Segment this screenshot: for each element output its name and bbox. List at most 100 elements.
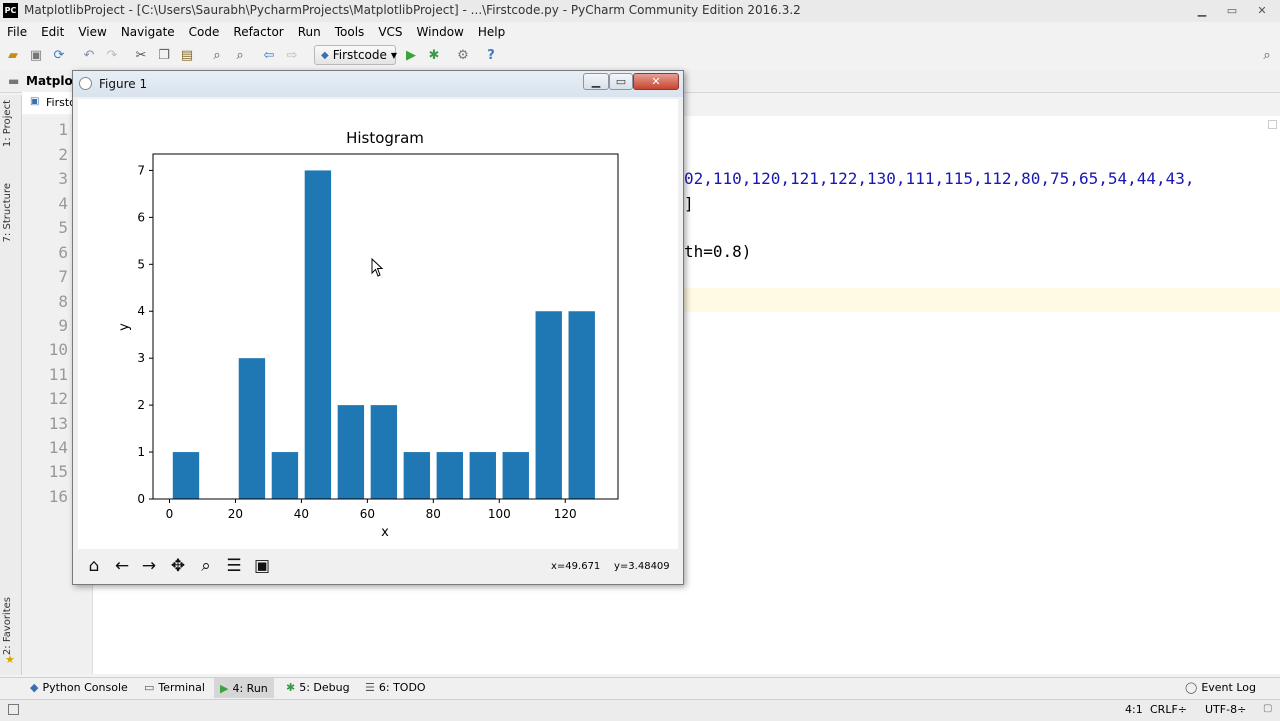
python-console-tab[interactable]: ◆ Python Console <box>30 681 128 694</box>
histogram-bar <box>304 170 332 499</box>
menu-navigate[interactable]: Navigate <box>120 25 175 39</box>
menu-window[interactable]: Window <box>416 25 464 39</box>
back-nav-icon[interactable]: ⇦ <box>263 47 275 63</box>
histogram-bar <box>403 452 431 499</box>
replace-icon[interactable]: ⌕ <box>236 47 244 63</box>
run-icon[interactable]: ▶ <box>406 47 416 63</box>
histogram-bar <box>172 452 200 499</box>
python-file-icon: ▣ <box>30 96 40 107</box>
paste-icon[interactable]: ▤ <box>180 47 194 63</box>
left-tool-strip: 1: Project 7: Structure 2: Favorites ★ <box>0 95 22 675</box>
save-icon[interactable]: ▣ <box>253 556 271 576</box>
figure-window[interactable]: Figure 1 ▁ ▭ ✕ Histogram 0 1 2 3 4 5 6 7 0 20 40 6… <box>72 70 684 585</box>
event-log-tab[interactable]: ◯ Event Log <box>1185 681 1256 694</box>
tool-windows-icon[interactable] <box>8 704 19 715</box>
y-tick-label: 2 <box>137 398 145 412</box>
figure-title-bar[interactable]: Figure 1 ▁ ▭ ✕ <box>73 71 683 97</box>
line-number: 8 <box>58 292 68 311</box>
line-number: 11 <box>48 365 68 384</box>
line-number: 3 <box>58 169 68 188</box>
inspection-indicator[interactable] <box>1268 120 1277 129</box>
x-tick-label: 80 <box>426 507 441 521</box>
lock-icon[interactable]: ▢ <box>1263 703 1273 714</box>
x-axis-label: x <box>381 525 389 540</box>
line-separator[interactable]: CRLF÷ <box>1150 703 1187 716</box>
file-encoding[interactable]: UTF-8÷ <box>1205 703 1247 716</box>
run-tab[interactable]: ▶ 4: Run <box>214 678 274 698</box>
histogram-bar <box>469 452 496 499</box>
help-icon[interactable]: ? <box>487 47 495 63</box>
project-breadcrumb[interactable]: Matplotl <box>26 74 83 88</box>
histogram-bar <box>337 405 365 499</box>
cut-icon[interactable]: ✂ <box>135 47 147 63</box>
figure-maximize-button[interactable]: ▭ <box>609 73 633 90</box>
debug-tab[interactable]: ✱ 5: Debug <box>286 681 350 694</box>
histogram-bar <box>370 405 398 499</box>
todo-icon: ☰ <box>365 681 375 694</box>
chart-title: Histogram <box>346 129 424 147</box>
x-tick-label: 60 <box>360 507 375 521</box>
file-tab[interactable]: ▣ Firstc <box>22 92 78 114</box>
terminal-tab[interactable]: ▭ Terminal <box>144 681 205 694</box>
zoom-icon[interactable]: ⌕ <box>201 556 211 576</box>
run-config-dropdown[interactable]: ◆ Firstcode ▼ <box>314 45 398 65</box>
configure-icon[interactable]: ☰ <box>226 556 242 576</box>
todo-tab[interactable]: ☰ 6: TODO <box>365 681 426 694</box>
star-icon: ★ <box>5 653 15 666</box>
figure-minimize-button[interactable]: ▁ <box>583 73 609 90</box>
code-line-6: th=0.8) <box>684 242 752 261</box>
undo-icon[interactable]: ↶ <box>83 47 95 63</box>
plot-canvas[interactable]: Histogram 0 1 2 3 4 5 6 7 0 20 40 60 80 100 120 x y <box>78 99 678 549</box>
chevron-down-icon: ▼ <box>390 50 398 60</box>
forward-icon[interactable]: → <box>141 556 157 576</box>
line-number: 2 <box>58 145 68 164</box>
menu-refactor[interactable]: Refactor <box>233 25 284 39</box>
menu-file[interactable]: File <box>7 25 28 39</box>
find-icon[interactable]: ⌕ <box>213 47 221 63</box>
menu-edit[interactable]: Edit <box>41 25 65 39</box>
menu-view[interactable]: View <box>78 25 107 39</box>
figure-close-button[interactable]: ✕ <box>633 73 679 90</box>
menu-vcs[interactable]: VCS <box>378 25 403 39</box>
menu-code[interactable]: Code <box>188 25 220 39</box>
line-number: 6 <box>58 243 68 262</box>
python-config-icon: ◆ <box>321 49 329 61</box>
event-log-label: Event Log <box>1201 681 1256 694</box>
run-config-label: Firstcode <box>332 48 387 62</box>
copy-icon[interactable]: ❐ <box>158 47 170 63</box>
redo-icon[interactable]: ↷ <box>106 47 118 63</box>
minimize-button[interactable]: ▁ <box>1197 4 1207 17</box>
debug-icon[interactable]: ✱ <box>428 47 440 63</box>
x-tick-label: 20 <box>228 507 243 521</box>
menu-tools[interactable]: Tools <box>334 25 365 39</box>
maximize-button[interactable]: ▭ <box>1226 4 1238 17</box>
menu-help[interactable]: Help <box>477 25 506 39</box>
menu-run[interactable]: Run <box>297 25 321 39</box>
bug-icon: ✱ <box>286 681 296 694</box>
open-folder-icon[interactable]: ▰ <box>8 47 18 63</box>
file-tab-label: Firstc <box>46 96 76 109</box>
x-tick-label: 0 <box>166 507 174 521</box>
line-number: 16 <box>48 487 68 506</box>
project-tool-tab[interactable]: 1: Project <box>2 100 13 148</box>
settings-icon[interactable]: ⚙ <box>457 47 469 63</box>
x-tick-label: 100 <box>488 507 511 521</box>
y-tick-label: 4 <box>137 304 145 318</box>
back-icon[interactable]: ← <box>114 556 130 576</box>
home-icon[interactable]: ⌂ <box>88 556 100 576</box>
pan-icon[interactable]: ✥ <box>170 556 186 576</box>
forward-nav-icon[interactable]: ⇨ <box>286 47 298 63</box>
favorites-tool-tab[interactable]: 2: Favorites <box>2 597 13 656</box>
python-console-label: Python Console <box>42 681 128 694</box>
line-number: 9 <box>58 316 68 335</box>
tool-window-bar <box>0 677 1280 700</box>
folder-icon: ▬ <box>8 74 20 88</box>
save-all-icon[interactable]: ▣ <box>29 47 43 63</box>
line-number: 1 <box>58 120 68 139</box>
structure-tool-tab[interactable]: 7: Structure <box>2 183 13 243</box>
caret-position[interactable]: 4:1 <box>1125 703 1143 716</box>
search-everywhere-icon[interactable]: ⌕ <box>1263 47 1271 63</box>
sync-icon[interactable]: ⟳ <box>53 47 65 63</box>
run-tab-label: 4: Run <box>232 681 268 695</box>
close-button[interactable]: ✕ <box>1257 4 1267 17</box>
